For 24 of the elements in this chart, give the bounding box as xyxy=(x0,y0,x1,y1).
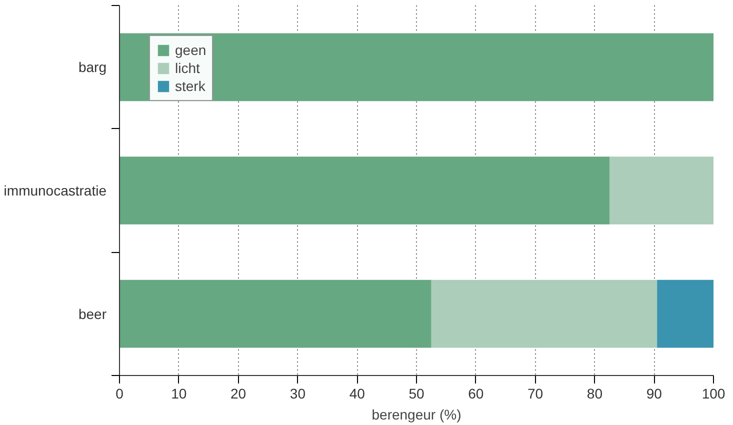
x-tick-label: 80 xyxy=(586,386,603,402)
x-tick-label: 30 xyxy=(290,386,306,402)
legend-label: geen xyxy=(175,42,206,58)
bar xyxy=(120,280,432,348)
y-tick-label: barg xyxy=(78,59,107,76)
bar xyxy=(120,33,714,102)
x-tick-label: 40 xyxy=(349,386,366,402)
y-tick-label: immunocastratie xyxy=(4,182,107,198)
x-tick-label: 60 xyxy=(468,386,484,402)
x-tick-label: 90 xyxy=(646,386,662,402)
x-tick-label: 100 xyxy=(702,386,726,402)
x-axis-title: berengeur (%) xyxy=(372,406,462,422)
bar xyxy=(657,280,714,348)
x-tick-label: 10 xyxy=(171,386,187,402)
x-tick-label: 0 xyxy=(116,386,124,402)
bar xyxy=(610,156,714,224)
legend-label: licht xyxy=(175,60,200,76)
legend-label: sterk xyxy=(175,78,206,94)
x-tick-label: 20 xyxy=(230,386,246,402)
bar xyxy=(431,280,658,348)
x-tick-label: 70 xyxy=(528,386,544,402)
bar xyxy=(120,156,610,224)
y-tick-label: beer xyxy=(78,306,107,322)
x-tick-label: 50 xyxy=(408,386,424,402)
